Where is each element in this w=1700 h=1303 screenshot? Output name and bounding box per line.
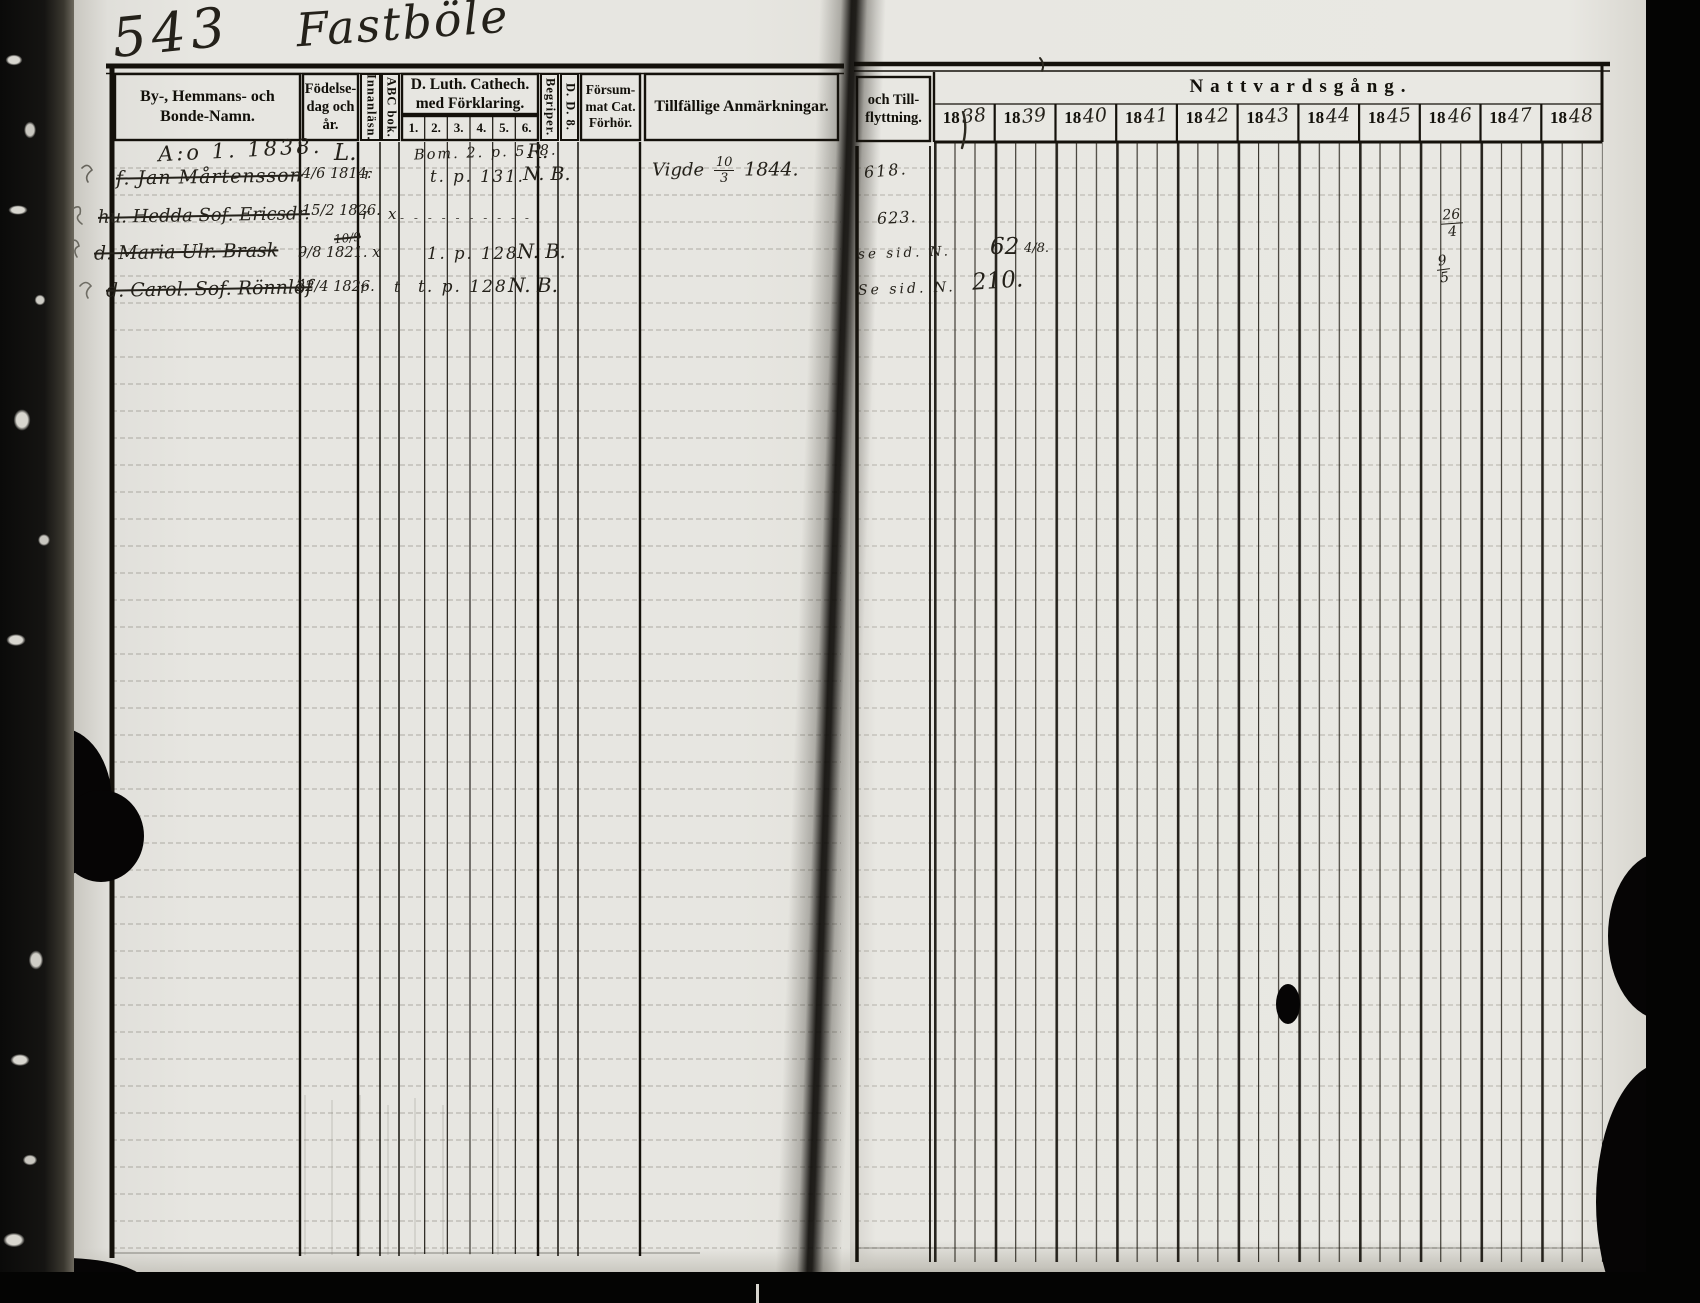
year-label-1839: 18 39 — [1003, 103, 1048, 128]
header-name-column: By-, Hemmans- och Bonde-Namn. — [115, 74, 300, 140]
year-label-1847: 18 47 — [1489, 103, 1534, 128]
row1-birth: 4/6 1814. — [302, 166, 372, 182]
row2-reading-mark: r — [362, 205, 370, 223]
transfer-note-row4-ref: 210. — [971, 266, 1025, 296]
header-catechism-sub-5: 5. — [499, 119, 509, 135]
right-scan-edge — [1646, 0, 1700, 1303]
year-label-1840: 18 40 — [1064, 103, 1109, 128]
transfer-note-row4-lead: Se sid. N. — [857, 279, 956, 299]
header-catechism-sub-2: 2. — [431, 119, 441, 135]
header-birth-column: Födelse- dag och år. — [303, 74, 358, 140]
header-transfer-line1: och Till- — [867, 91, 920, 108]
year-label-1841: 18 41 — [1124, 103, 1169, 128]
row2-catechism-mark: - - - - - - - - - - — [400, 211, 532, 225]
transfer-note-row3-ref: 62 — [990, 234, 1020, 260]
header-reading-column: Innanläsn. — [364, 73, 379, 141]
row3-birth: 9/8 1821. x — [298, 245, 381, 261]
row1-remark-year: 1844. — [744, 158, 799, 181]
transfer-note-row3-lead: se sid. N. — [857, 243, 952, 263]
row1-nb-mark: N. B. — [523, 163, 571, 185]
header-birth-line2: dag och — [306, 98, 355, 115]
row1-remark-lead: Vigde — [652, 159, 705, 181]
header-name-line1: By-, Hemmans- och — [140, 88, 275, 105]
ink-blot-right-page — [1276, 984, 1300, 1024]
row3-nb-mark: N. B. — [517, 240, 566, 263]
entry-heading-comprehends-mark: R. — [527, 139, 549, 163]
header-transfer-line2: flyttning. — [865, 110, 922, 126]
header-remarks-column: Tillfällige Anmärkningar. — [654, 98, 829, 115]
transfer-note-row2: 623. — [876, 206, 918, 229]
header-catechism-line1: D. Luth. Cathech. — [410, 75, 530, 93]
header-communion-title: Nattvardsgång. — [1189, 76, 1413, 98]
transfer-note-row1: 618. — [863, 159, 909, 182]
year-label-1845: 18 45 — [1367, 103, 1412, 128]
bottom-scan-edge — [0, 1272, 1700, 1303]
header-catechism-sub-1: 1. — [408, 119, 419, 135]
bottom-edge-sliver — [756, 1284, 759, 1303]
row3-catechism-mark: 1. p. 128. — [427, 244, 526, 263]
row3-name: d. Maria Ulr. Brask — [93, 239, 279, 265]
folio-number: 543 — [108, 0, 233, 71]
row1-reading-mark: r — [364, 165, 372, 183]
row4-nb-mark: N. B. — [508, 273, 558, 297]
year-label-1848: 18 48 — [1550, 103, 1595, 128]
header-catechism-sub-4: 4. — [476, 119, 487, 135]
header-missed-line2: mat Cat. — [585, 98, 636, 114]
year-label-1844: 18 44 — [1307, 103, 1352, 128]
header-catechism-sub-6: 6. — [521, 119, 532, 135]
header-transfer-column: och Till- flyttning. — [857, 77, 930, 141]
row4-reading-mark: r — [360, 279, 368, 297]
row4-abc-mark: t — [394, 278, 401, 296]
header-abc-column: ABC bok. — [384, 76, 399, 138]
row4-catechism-mark: t. p. 128. — [418, 277, 516, 297]
header-catechism-sub-3: 3. — [453, 119, 464, 135]
header-birth-line1: Födelse- — [304, 80, 357, 97]
header-catechism-column: D. Luth. Cathech. med Förklaring. — [402, 74, 538, 114]
header-catechism-line2: med Förklaring. — [415, 95, 525, 112]
row2-name: hu. Hedda Sof. Ericsdr. — [97, 203, 310, 228]
row1-remark: Vigde 10 3 1844. — [652, 156, 799, 185]
book-spine — [0, 0, 74, 1303]
row1-name: f. Jan Mårtensson — [115, 164, 303, 190]
communion-date-1846-a: 26 4 — [1439, 206, 1464, 240]
header-dds-column: D. D. 8. — [563, 83, 578, 131]
header-missed-column: Försum- mat Cat. Förhör. — [581, 74, 640, 140]
row1-catechism-mark: t. p. 131. — [430, 167, 525, 186]
entry-heading-birth-mark: L. — [334, 140, 357, 166]
header-name-line2: Bonde-Namn. — [160, 108, 255, 125]
row4-birth: 22/4 1826. — [296, 279, 375, 295]
row4-name: d. Carol. Sof. Rönnlöf — [105, 276, 313, 302]
transfer-note-row3-date: 4/8. — [1024, 241, 1050, 256]
row2-abc-mark: x — [388, 205, 397, 223]
year-label-1846: 18 46 — [1428, 103, 1473, 128]
header-missed-line1: Försum- — [585, 81, 636, 97]
header-missed-line3: Förhör. — [588, 115, 633, 131]
row1-remark-fraction: 10 3 — [713, 155, 735, 186]
header-birth-line3: år. — [322, 117, 339, 134]
year-label-1843: 18 43 — [1246, 103, 1291, 128]
year-label-1838: 18 38 — [942, 103, 987, 128]
header-comprehends-column: Begriper. — [543, 77, 558, 137]
year-label-1842: 18 42 — [1185, 103, 1230, 128]
row2-birth: 15/2 1826. — [302, 203, 381, 219]
row3-birth-correction: 10/9 — [333, 229, 362, 247]
